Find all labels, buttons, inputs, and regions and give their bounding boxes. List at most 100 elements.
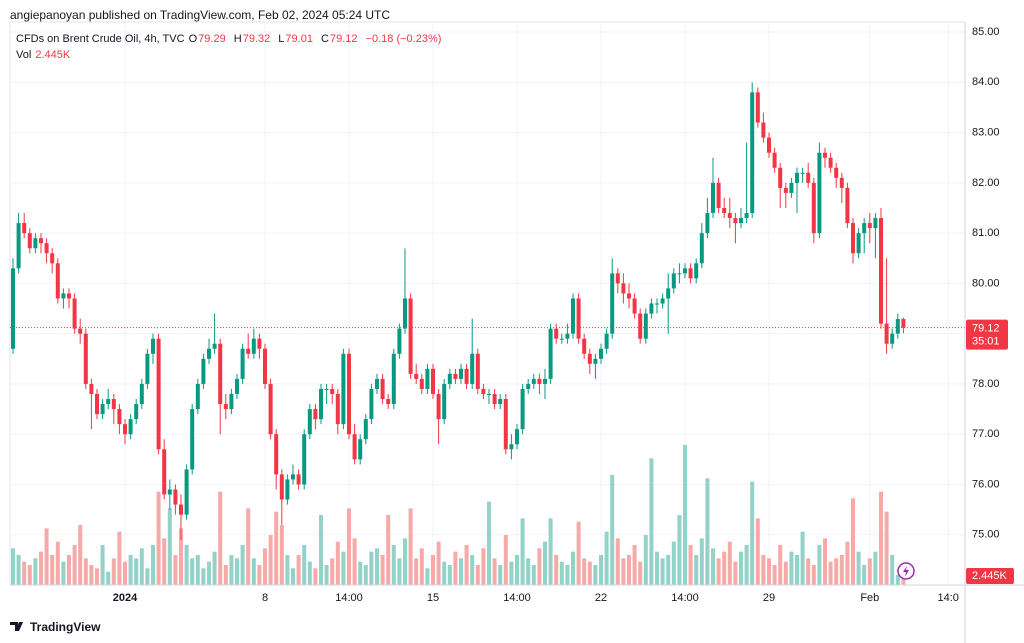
candle-body <box>823 152 827 158</box>
volume-bar <box>845 541 850 585</box>
volume-bar <box>867 558 872 585</box>
volume-bar <box>27 565 32 585</box>
volume-bar <box>240 545 245 585</box>
volume-bar <box>873 551 878 585</box>
volume-bar <box>699 538 704 585</box>
candle-body <box>414 373 419 379</box>
candle-body <box>72 298 77 329</box>
candle-body <box>207 348 211 359</box>
candle-body <box>845 187 850 224</box>
candle-body <box>554 328 559 339</box>
ohlc-value: 79.01 <box>285 33 313 45</box>
volume-bar <box>302 545 307 585</box>
volume-bar <box>492 558 497 585</box>
candle-body <box>33 238 38 249</box>
candle-body <box>459 368 463 379</box>
volume-bar <box>811 565 816 585</box>
volume-bar <box>481 548 486 585</box>
candle-body <box>145 353 150 384</box>
candle-body <box>593 358 598 364</box>
candle-body <box>156 338 161 450</box>
volume-bar <box>201 568 206 585</box>
volume-bar <box>548 518 553 585</box>
candle-body <box>285 479 290 500</box>
volume-bar <box>554 555 559 585</box>
volume-bar <box>537 548 542 585</box>
volume-bar <box>212 551 217 585</box>
candle-body <box>739 218 743 224</box>
volume-bar <box>627 555 631 585</box>
candle-body <box>341 353 346 425</box>
candle-body <box>778 167 783 188</box>
volume-badge <box>966 568 1014 584</box>
volume-bar <box>78 525 83 585</box>
volume-bar <box>795 555 799 585</box>
volume-bar <box>526 558 531 585</box>
volume-bar <box>279 525 284 585</box>
volume-bar <box>67 555 71 585</box>
candle-body <box>78 328 83 334</box>
volume-bar <box>179 528 183 585</box>
volume-bar <box>783 561 788 585</box>
volume-bar <box>425 568 430 585</box>
candle-body <box>123 424 127 435</box>
candle-body <box>83 333 88 384</box>
volume-bar <box>72 545 77 585</box>
volume-bar <box>610 475 615 585</box>
volume-bar <box>324 565 329 585</box>
candle-body <box>856 233 861 254</box>
volume-bar <box>565 565 570 585</box>
candle-body <box>391 353 396 405</box>
volume-bar <box>879 491 883 585</box>
candle-body <box>100 404 105 415</box>
candle-body <box>582 338 587 354</box>
candle-body <box>576 298 581 339</box>
y-tick-label: 84.00 <box>972 76 1000 88</box>
volume-bar <box>44 528 49 585</box>
volume-bar <box>419 548 424 585</box>
candle-body <box>503 399 508 450</box>
volume-bar <box>335 541 340 585</box>
volume-bar <box>375 548 379 585</box>
candle-body <box>475 353 480 389</box>
volume-bar <box>459 558 463 585</box>
grid-layer <box>10 22 965 585</box>
candle-body <box>699 233 704 264</box>
volume-bar <box>828 561 833 585</box>
volume-bar <box>380 555 385 585</box>
candle-body <box>716 182 721 208</box>
volume-bar <box>39 551 43 585</box>
candle-body <box>783 187 788 193</box>
candle-body <box>386 399 391 405</box>
candle-body <box>655 303 659 305</box>
candle-body <box>67 293 71 299</box>
volume-bar <box>543 541 547 585</box>
volume-bar <box>139 548 144 585</box>
candle-body <box>330 388 335 394</box>
volume-bar <box>156 491 161 585</box>
volume-bar <box>89 565 94 585</box>
x-tick-label: 2024 <box>113 592 138 604</box>
candle-body <box>498 399 503 405</box>
candle-body <box>296 474 301 485</box>
candle-body <box>800 172 805 174</box>
volume-bar <box>330 558 335 585</box>
volume-bar <box>16 555 21 585</box>
volume-bar <box>711 548 715 585</box>
candle-body <box>727 213 732 219</box>
volume-bar <box>167 508 172 585</box>
candle-body <box>895 319 900 334</box>
x-tick-label: 14:0 <box>937 592 958 604</box>
volume-bar <box>162 538 167 585</box>
volume-bar <box>347 508 351 585</box>
volume-bar <box>649 458 654 585</box>
volume-bar <box>207 561 211 585</box>
volume-bar <box>11 548 15 585</box>
candle-body <box>520 388 525 430</box>
candle-body <box>744 213 749 219</box>
volume-bar <box>901 576 906 585</box>
volume-bar <box>358 561 363 585</box>
volume-bar <box>313 568 318 585</box>
volume-bar <box>369 551 374 585</box>
volume-bar <box>722 551 727 585</box>
